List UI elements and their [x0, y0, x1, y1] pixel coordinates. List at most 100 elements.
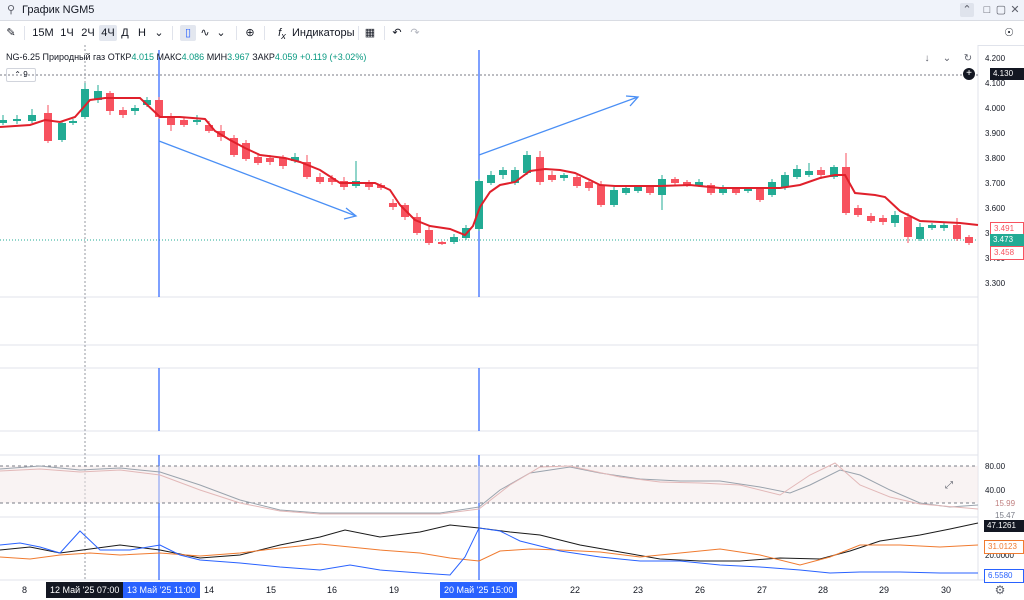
timeframe-4h[interactable]: 4Ч [99, 25, 117, 41]
timeframe-week[interactable]: Н [138, 27, 146, 39]
candle-body [805, 171, 813, 175]
time-highlight-1: 12 Май '25 07:00 [46, 582, 124, 598]
candle-body [707, 185, 715, 193]
candle-body [573, 177, 581, 186]
legend-collapse-button[interactable]: ⌃ 9 [6, 68, 36, 82]
osc-tag-5: 6.5580 [984, 569, 1024, 583]
candle-body [830, 167, 838, 177]
collapse-pane-icon[interactable]: ⤢ [945, 480, 953, 491]
candle-body [585, 182, 593, 188]
candle-body [671, 179, 679, 183]
candle-body [328, 178, 336, 182]
candle-body [155, 100, 163, 117]
crosshair-price-tag: 4.130 [990, 68, 1024, 80]
svg-text:3.600: 3.600 [985, 204, 1006, 213]
osc-tag-4: 31.0123 [984, 540, 1024, 554]
camera-icon[interactable]: ☉ [1004, 27, 1014, 39]
svg-text:3.900: 3.900 [985, 129, 1006, 138]
candle-body [131, 108, 139, 111]
svg-text:20.0000: 20.0000 [985, 551, 1014, 560]
candle-body [58, 123, 66, 140]
candle-body [744, 189, 752, 191]
candle-body [523, 155, 531, 173]
time-label: 27 [757, 585, 768, 595]
time-highlight-3: 20 Май '25 15:00 [440, 582, 518, 598]
time-label: 14 [204, 585, 215, 595]
candle-body [242, 143, 250, 159]
moving-average-line [0, 97, 979, 237]
timeframe-1h[interactable]: 1Ч [60, 27, 74, 39]
candle-body [28, 115, 36, 121]
indicators-icon[interactable]: fx [278, 27, 286, 42]
candle-body [303, 162, 311, 177]
trend-arrow-down [158, 140, 358, 220]
window-title: График NGM5 [22, 4, 95, 16]
candle-body [953, 225, 961, 239]
restore-window-icon[interactable]: □ [983, 4, 991, 16]
candle-body [254, 157, 262, 163]
close-icon[interactable]: ✕ [1010, 4, 1020, 16]
search-icon[interactable]: ⚲ [6, 4, 16, 16]
candle-body [928, 225, 936, 228]
timeframe-15m[interactable]: 15М [32, 27, 54, 39]
redo-icon[interactable]: ↷ [410, 27, 420, 39]
candle-body [0, 120, 7, 123]
time-label: 16 [327, 585, 338, 595]
indicators-button[interactable]: Индикаторы [292, 27, 355, 39]
add-icon[interactable]: ⊕ [245, 27, 255, 39]
chevron-up-icon[interactable]: ⌃ [960, 3, 974, 17]
chevron-down-icon-2[interactable]: ⌄ [216, 27, 226, 39]
timeframe-2h[interactable]: 2Ч [81, 27, 95, 39]
pencil-icon[interactable]: ✎ [6, 27, 16, 39]
chart-canvas[interactable]: 4.200 4.100 4.000 3.900 3.800 3.700 3.60… [0, 45, 1024, 600]
candle-body [205, 125, 213, 131]
candle-body [781, 175, 789, 187]
low-value: 3.967 [227, 52, 250, 62]
refresh-icon[interactable]: ↻ [963, 53, 973, 64]
candle-body [180, 120, 188, 125]
candle-body [475, 181, 483, 229]
candle-body [279, 158, 287, 166]
candle-body [230, 138, 238, 155]
chevron-down-icon[interactable]: ⌄ [154, 27, 164, 39]
osc-tag-1: 15.99 [992, 498, 1024, 510]
candle-body [646, 187, 654, 193]
download-icon[interactable]: ↓ [924, 53, 930, 64]
symbol-name: NG-6.25 Природный газ [6, 52, 106, 62]
time-label: 29 [879, 585, 890, 595]
candle-body [13, 119, 21, 121]
line-chart-icon[interactable]: ∿ [200, 27, 210, 39]
svg-text:3.700: 3.700 [985, 179, 1006, 188]
settings-gear-icon[interactable]: ⚙ [994, 583, 1006, 597]
candles-icon[interactable]: ▯ [180, 25, 196, 41]
candle-body [560, 175, 568, 178]
candle-body [756, 189, 764, 200]
candle-body [548, 175, 556, 180]
timeframe-day[interactable]: Д [121, 27, 129, 39]
time-label: 15 [266, 585, 277, 595]
time-label: 23 [633, 585, 644, 595]
add-alert-icon[interactable]: + [963, 68, 975, 80]
candle-body [854, 208, 862, 215]
close-value: 4.059 [274, 52, 298, 62]
svg-text:40.00: 40.00 [985, 486, 1006, 495]
maximize-icon[interactable]: ▢ [995, 4, 1007, 16]
time-label: 8 [22, 585, 28, 595]
candle-body [425, 230, 433, 243]
layout-icon[interactable]: ▦ [364, 27, 376, 39]
osc-tag-2: 15.47 [992, 510, 1024, 522]
candle-body [511, 170, 519, 183]
time-label: 19 [389, 585, 400, 595]
chevron-down-icon-3[interactable]: ⌄ [942, 53, 952, 64]
change-value: +0.119 (+3.02%) [299, 52, 367, 62]
oscillator-axis: 80.00 40.00 20.0000 [985, 462, 1014, 560]
candle-body [793, 169, 801, 177]
svg-text:4.100: 4.100 [985, 79, 1006, 88]
candle-body [499, 170, 507, 175]
time-label: 26 [695, 585, 706, 595]
chart-toolbar: ✎ 15М 1Ч 2Ч 4Ч Д Н ⌄ ▯ ∿ ⌄ ⊕ fx Индикато… [0, 21, 1024, 46]
candle-body [867, 216, 875, 221]
candles [0, 83, 973, 245]
undo-icon[interactable]: ↶ [392, 27, 402, 39]
svg-text:80.00: 80.00 [985, 462, 1006, 471]
